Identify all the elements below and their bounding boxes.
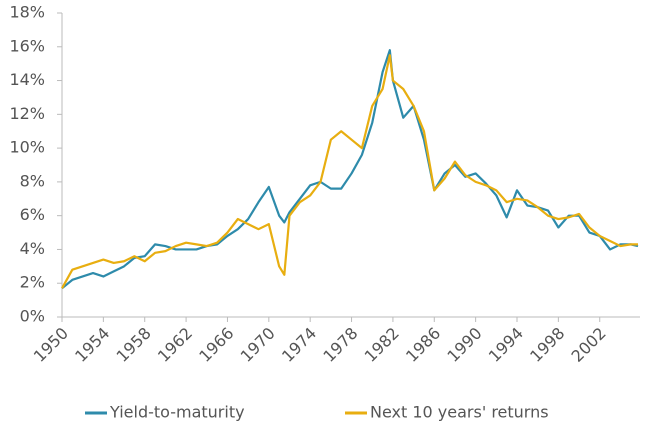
legend-label: Next 10 years' returns (370, 403, 549, 422)
y-tick-label: 2% (20, 273, 45, 292)
y-tick-label: 14% (9, 70, 45, 89)
x-tick-label: 1954 (71, 324, 113, 366)
y-tick-label: 16% (9, 36, 45, 55)
x-tick-label: 1986 (402, 324, 444, 366)
x-tick-label: 1978 (319, 324, 361, 366)
y-tick-label: 10% (9, 138, 45, 157)
x-tick-label: 1994 (485, 324, 527, 366)
series-line (61, 54, 638, 289)
x-tick-label: 1990 (443, 324, 485, 366)
series-line (61, 49, 639, 290)
y-tick-label: 4% (20, 239, 45, 258)
legend-label: Yield-to-maturity (109, 403, 245, 422)
x-tick-label: 1998 (526, 324, 568, 366)
y-tick-label: 18% (9, 3, 45, 22)
x-tick-label: 1982 (361, 324, 403, 366)
y-tick-label: 8% (20, 171, 45, 190)
y-tick-label: 12% (9, 104, 45, 123)
y-tick-label: 6% (20, 205, 45, 224)
x-tick-label: 1970 (237, 324, 279, 366)
x-tick-label: 1962 (154, 324, 196, 366)
y-tick-label: 0% (20, 307, 45, 326)
x-tick-label: 1974 (278, 324, 320, 366)
x-tick-label: 1966 (195, 324, 237, 366)
x-tick-label: 1950 (30, 324, 72, 366)
x-tick-label: 2002 (568, 324, 610, 366)
x-tick-label: 1958 (113, 324, 155, 366)
